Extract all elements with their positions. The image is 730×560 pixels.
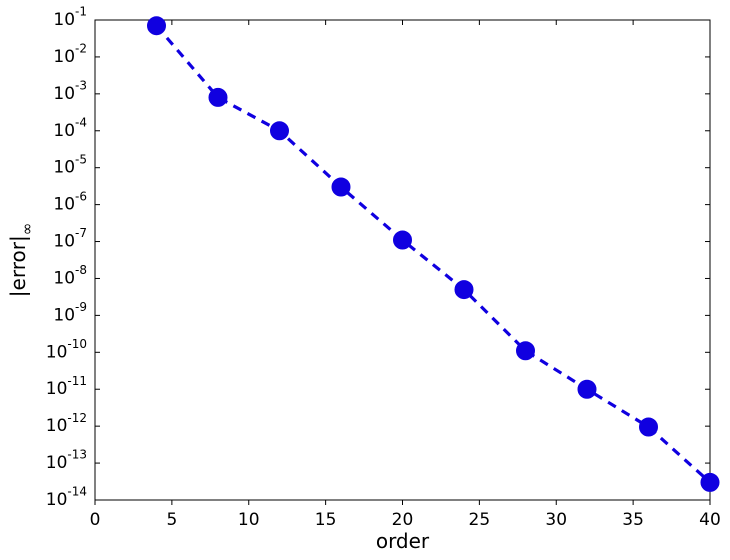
x-tick-label: 15 bbox=[315, 510, 337, 530]
x-axis-label: order bbox=[376, 529, 430, 553]
series-marker bbox=[701, 473, 719, 491]
series-marker bbox=[271, 122, 289, 140]
x-tick-label: 5 bbox=[166, 510, 177, 530]
x-tick-label: 40 bbox=[699, 510, 721, 530]
series-marker bbox=[455, 281, 473, 299]
series-marker bbox=[394, 231, 412, 249]
series-marker bbox=[148, 17, 166, 35]
x-tick-label: 35 bbox=[622, 510, 644, 530]
series-marker bbox=[517, 342, 535, 360]
series-marker bbox=[332, 178, 350, 196]
series-marker bbox=[578, 380, 596, 398]
series-marker bbox=[209, 88, 227, 106]
x-tick-label: 10 bbox=[238, 510, 260, 530]
error-vs-order-chart: 051015202530354010-1410-1310-1210-1110-1… bbox=[0, 0, 730, 560]
x-tick-label: 25 bbox=[469, 510, 491, 530]
x-tick-label: 20 bbox=[392, 510, 414, 530]
x-tick-label: 0 bbox=[90, 510, 101, 530]
chart-container: 051015202530354010-1410-1310-1210-1110-1… bbox=[0, 0, 730, 560]
series-marker bbox=[640, 418, 658, 436]
x-tick-label: 30 bbox=[545, 510, 567, 530]
